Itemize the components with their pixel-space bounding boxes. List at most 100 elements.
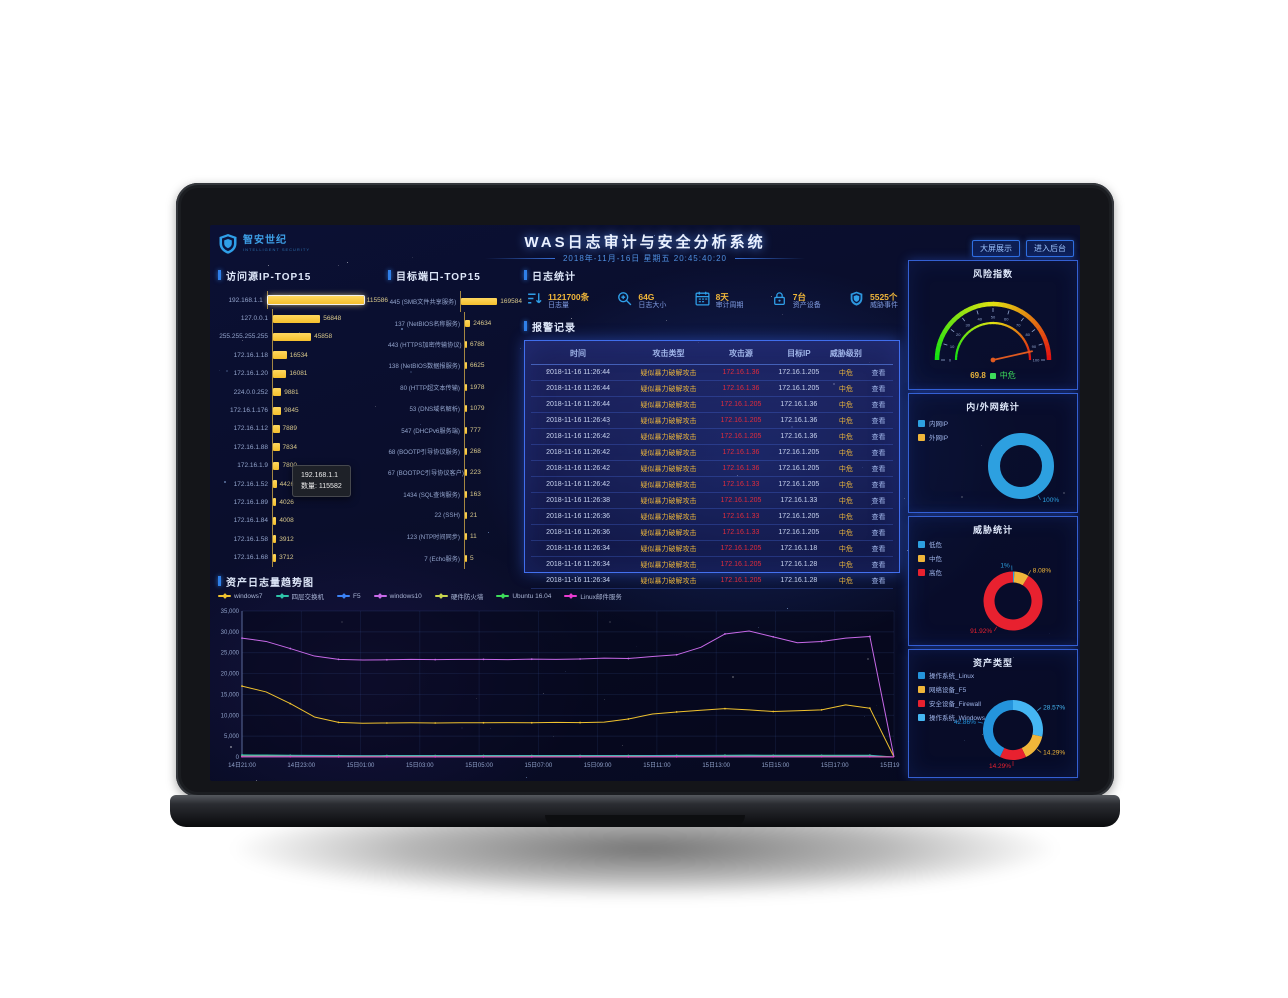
gauge-level-swatch [990, 373, 996, 379]
view-link[interactable]: 查看 [864, 528, 893, 538]
cell-attack-source: 172.16.1.205 [712, 417, 770, 424]
bar[interactable] [273, 443, 280, 451]
datetime-text: 2018年-11月-16日 星期五 20:45:40:20 [563, 253, 727, 264]
bar[interactable] [465, 405, 467, 412]
bar-value-label: 5 [470, 555, 474, 562]
view-link[interactable]: 查看 [864, 560, 893, 570]
bar-category-label: 138 (NetBIOS数据报服务) [388, 361, 464, 370]
bar-row: 80 (HTTP超文本传输) 1978 [388, 377, 522, 398]
trend-section: 资产日志量趋势图 windows7 四层交换机 F5 windows10 硬件防火墙 Ub… [212, 575, 902, 777]
trend-legend-label: 四层交换机 [292, 591, 325, 601]
cell-target-ip: 172.16.1.205 [770, 369, 828, 376]
bar-track: 115586 [267, 291, 388, 309]
stat-label: 日志大小 [638, 302, 666, 310]
dest-port-top15-title: 目标端口-TOP15 [396, 268, 481, 283]
bar-row: 443 (HTTPS加密传输协议) 6788 [388, 334, 522, 355]
bar[interactable] [273, 535, 276, 543]
bar-row: 445 (SMB文件共享服务) 169584 [388, 291, 522, 312]
alarm-col-header: 时间 [531, 348, 625, 359]
gauge-score: 69.8 [970, 371, 986, 380]
bar-row: 68 (BOOTP引导协议服务) 268 [388, 441, 522, 462]
bar[interactable] [461, 298, 497, 305]
bar-row: 138 (NetBIOS数据报服务) 6625 [388, 355, 522, 376]
bar[interactable] [465, 362, 467, 369]
bar[interactable] [273, 388, 281, 396]
cell-attack-source: 172.16.1.33 [712, 481, 770, 488]
bar[interactable] [465, 448, 467, 455]
bar[interactable] [268, 296, 364, 304]
trend-legend-item[interactable]: 四层交换机 [276, 591, 325, 601]
bar-category-label: 172.16.1.18 [218, 352, 272, 359]
bar[interactable] [465, 427, 467, 434]
gauge-reading: 69.8 中危 [909, 370, 1077, 381]
cell-attack-type: 疑似暴力破解攻击 [625, 368, 712, 378]
bar[interactable] [465, 469, 467, 476]
view-link[interactable]: 查看 [864, 432, 893, 442]
bar[interactable] [273, 498, 276, 506]
trend-legend-item[interactable]: 硬件防火墙 [435, 591, 484, 601]
bar-category-label: 172.16.1.176 [218, 407, 272, 414]
bar[interactable] [273, 351, 287, 359]
stat-text: 5525个 威胁事件 [870, 292, 898, 311]
view-link[interactable]: 查看 [864, 496, 893, 506]
trend-legend-item[interactable]: windows10 [374, 591, 422, 601]
svg-text:91.92%: 91.92% [970, 628, 992, 635]
source-ip-top15-title: 访问源IP-TOP15 [226, 268, 311, 283]
bar-track: 5 [464, 548, 522, 569]
view-link[interactable]: 查看 [864, 368, 893, 378]
bar-category-label: 172.16.1.58 [218, 536, 272, 543]
bar[interactable] [273, 370, 286, 378]
risk-gauge-title: 风险指数 [909, 267, 1077, 280]
backend-button[interactable]: 进入后台 [1026, 240, 1074, 257]
trend-legend-item[interactable]: Linux邮件服务 [564, 591, 622, 601]
bar[interactable] [273, 425, 280, 433]
bar-value-label: 777 [470, 427, 481, 434]
bar-value-label: 9845 [284, 407, 298, 414]
bar-value-label: 115586 [367, 297, 388, 304]
bar-track: 1978 [464, 377, 522, 398]
view-link[interactable]: 查看 [864, 512, 893, 522]
view-link[interactable]: 查看 [864, 464, 893, 474]
cell-attack-type: 疑似暴力破解攻击 [625, 496, 712, 506]
svg-text:20,000: 20,000 [221, 672, 240, 678]
bar[interactable] [273, 462, 279, 470]
trend-legend-item[interactable]: Ubuntu 16.04 [496, 591, 551, 601]
bar-track: 24634 [464, 312, 522, 333]
cell-time: 2018-11-16 11:26:38 [531, 497, 625, 504]
trend-legend-item[interactable]: windows7 [218, 591, 263, 601]
bar[interactable] [465, 533, 467, 540]
cell-attack-source: 172.16.1.36 [712, 369, 770, 376]
svg-text:15日17:00: 15日17:00 [821, 762, 849, 769]
trend-legend-item[interactable]: F5 [337, 591, 361, 601]
bar[interactable] [273, 315, 320, 323]
bar[interactable] [465, 491, 467, 498]
fullscreen-button[interactable]: 大屏展示 [972, 240, 1020, 257]
bar[interactable] [465, 512, 467, 519]
view-link[interactable]: 查看 [864, 544, 893, 554]
svg-text:90: 90 [1032, 344, 1037, 349]
bar[interactable] [273, 517, 276, 525]
bar[interactable] [273, 554, 276, 562]
bar[interactable] [273, 480, 277, 488]
svg-text:30,000: 30,000 [221, 630, 240, 636]
bar-category-label: 53 (DNS域名解析) [388, 404, 464, 413]
bar[interactable] [465, 555, 467, 562]
bar[interactable] [273, 333, 311, 341]
view-link[interactable]: 查看 [864, 416, 893, 426]
bar[interactable] [465, 384, 467, 391]
cell-time: 2018-11-16 11:26:42 [531, 481, 625, 488]
bar[interactable] [273, 407, 281, 415]
cell-attack-source: 172.16.1.36 [712, 385, 770, 392]
view-link[interactable]: 查看 [864, 400, 893, 410]
svg-text:20: 20 [956, 332, 961, 337]
view-link[interactable]: 查看 [864, 384, 893, 394]
view-link[interactable]: 查看 [864, 480, 893, 490]
bar-row: 224.0.0.252 9881 [218, 383, 388, 401]
bar[interactable] [465, 320, 470, 327]
view-link[interactable]: 查看 [864, 448, 893, 458]
bar-category-label: 224.0.0.252 [218, 389, 272, 396]
bar[interactable] [465, 341, 467, 348]
cell-threat-level: 中危 [828, 560, 864, 570]
bar-value-label: 16081 [289, 370, 307, 377]
cell-target-ip: 172.16.1.36 [770, 433, 828, 440]
